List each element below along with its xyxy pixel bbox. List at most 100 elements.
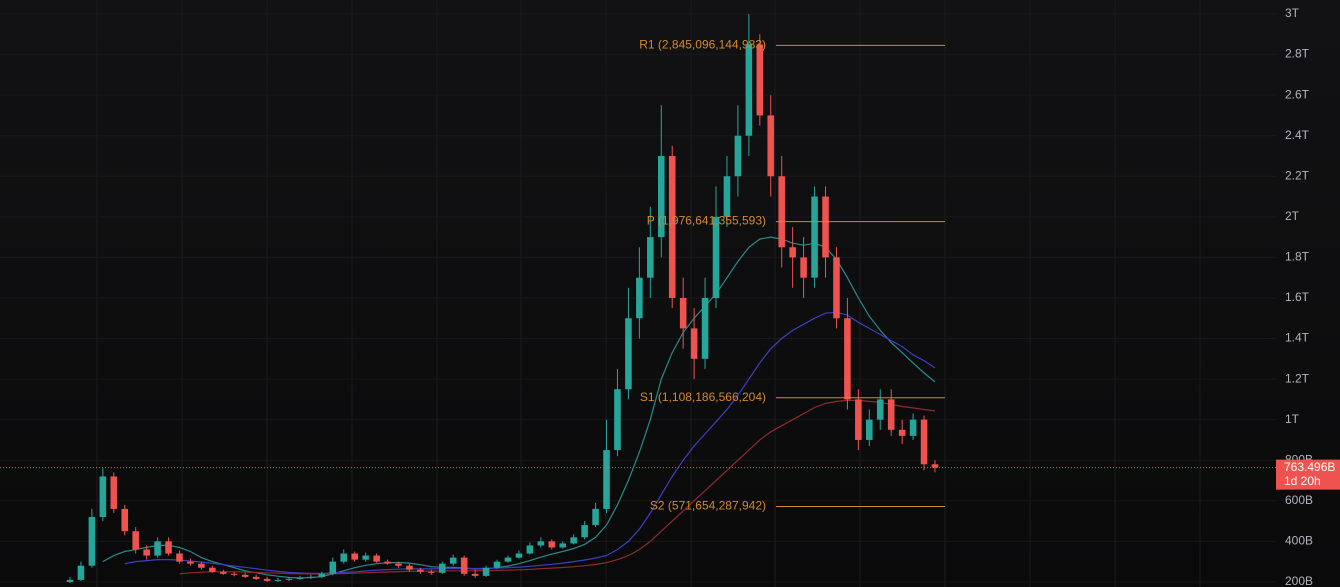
candle-body: [460, 557, 468, 574]
candle-body: [417, 569, 424, 572]
y-tick-label: 400B: [1285, 534, 1313, 548]
candle-body: [855, 399, 862, 440]
candle-body: [471, 573, 479, 576]
candle-body: [657, 155, 665, 238]
candle-body: [800, 257, 807, 278]
candle-body: [252, 576, 260, 579]
candle-body: [909, 419, 917, 436]
y-tick-label: 2T: [1285, 209, 1300, 223]
candle-body: [647, 237, 654, 278]
candle-body: [384, 561, 391, 564]
pivot-label: S1 (1,108,186,566,204): [640, 390, 766, 404]
candle-body: [833, 257, 840, 319]
candle-body: [701, 297, 709, 359]
last-price-box: [1276, 459, 1340, 490]
y-tick-label: 1.4T: [1285, 331, 1310, 345]
candle-body: [811, 196, 818, 278]
candle-body: [592, 508, 599, 526]
candle-body: [198, 563, 205, 568]
candle-body: [767, 115, 775, 177]
candle-body: [734, 135, 742, 177]
candle-body: [504, 557, 512, 562]
candle-body: [307, 576, 315, 578]
candle-body: [614, 389, 621, 451]
candle-body: [176, 553, 183, 562]
candle-body: [209, 567, 216, 572]
candle-body: [121, 508, 129, 532]
candle-body: [920, 419, 928, 465]
candle-body: [99, 476, 107, 518]
candle-body: [745, 44, 753, 136]
candle-body: [493, 561, 501, 568]
moving-average-line: [124, 311, 936, 574]
pivot-label: S2 (571,654,287,942): [650, 499, 766, 513]
candle-body: [778, 176, 785, 248]
pivot-label: R1 (2,845,096,144,983): [639, 38, 766, 52]
candle-body: [887, 399, 895, 430]
candle-body: [110, 476, 118, 509]
candle-body: [625, 318, 632, 390]
candle-body: [866, 419, 873, 440]
candle-body: [723, 176, 731, 217]
candle-body: [636, 277, 643, 319]
y-tick-label: 1.6T: [1285, 290, 1310, 304]
candle-body: [679, 297, 687, 329]
candle-body: [165, 541, 172, 554]
candle-body: [931, 464, 939, 468]
candle-body: [77, 565, 85, 580]
candle-body: [373, 555, 380, 562]
candle-body: [690, 328, 698, 359]
candle-body: [263, 578, 271, 581]
candle-body: [329, 561, 337, 574]
candle-body: [241, 574, 249, 577]
candle-body: [515, 553, 523, 558]
candle-body: [822, 196, 829, 258]
candle-body: [482, 567, 490, 576]
y-tick-label: 200B: [1285, 574, 1313, 587]
y-tick-label: 1.2T: [1285, 371, 1310, 385]
y-tick-label: 2.8T: [1285, 47, 1310, 61]
candle-body: [581, 525, 588, 538]
candle-body: [285, 578, 293, 580]
candle-body: [548, 541, 556, 548]
candle-body: [756, 44, 764, 116]
candle-body: [844, 318, 851, 400]
y-tick-label: 2.6T: [1285, 87, 1310, 101]
candle-body: [274, 579, 282, 581]
y-tick-label: 600B: [1285, 493, 1313, 507]
candle-body: [537, 541, 545, 546]
candle-body: [712, 216, 720, 298]
candle-body: [789, 247, 796, 258]
y-tick-label: 2.2T: [1285, 168, 1310, 182]
candle-body: [296, 577, 304, 579]
candle-body: [428, 571, 435, 573]
y-tick-label: 1T: [1285, 412, 1300, 426]
candle-body: [154, 541, 161, 556]
countdown-label: 1d 20h: [1284, 474, 1321, 488]
candle-body: [318, 573, 326, 577]
y-tick-label: 2.4T: [1285, 128, 1310, 142]
candle-body: [570, 537, 577, 544]
candle-body: [559, 543, 567, 548]
moving-average-line: [102, 236, 936, 579]
moving-average-line: [179, 399, 936, 575]
candle-body: [876, 399, 884, 420]
candle-body: [143, 549, 150, 556]
candle-body: [351, 553, 358, 560]
y-tick-label: 1.8T: [1285, 250, 1310, 264]
last-price-label: 763.496B: [1284, 460, 1335, 474]
candle-body: [187, 561, 194, 564]
candle-body: [526, 545, 534, 554]
candle-body: [898, 429, 906, 436]
candle-body: [340, 553, 348, 562]
vertical-grid: [96, 0, 1201, 587]
candle-body: [438, 563, 446, 573]
candle-body: [406, 565, 413, 570]
y-tick-label: 3T: [1285, 6, 1300, 20]
candle-body: [132, 531, 139, 550]
candle-body: [449, 557, 457, 564]
candle-body: [603, 450, 610, 509]
pivot-label: P (1,976,641,355,593): [647, 214, 766, 228]
